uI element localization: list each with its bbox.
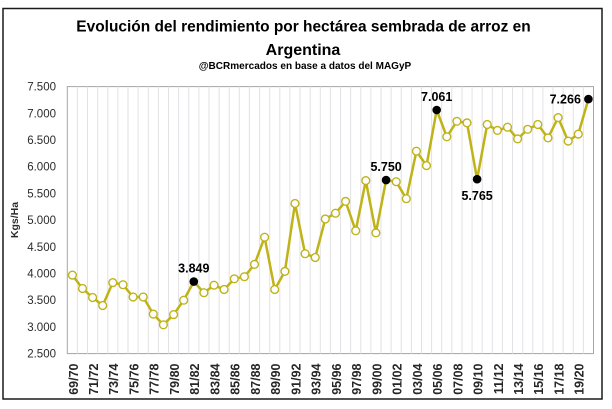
svg-text:5.500: 5.500 — [27, 188, 56, 200]
svg-text:3.000: 3.000 — [27, 322, 56, 334]
svg-text:95/96: 95/96 — [330, 363, 344, 394]
svg-text:81/82: 81/82 — [188, 363, 202, 394]
svg-text:5.000: 5.000 — [27, 215, 56, 227]
svg-text:11/12: 11/12 — [492, 363, 506, 394]
svg-text:Evolución del rendimiento por: Evolución del rendimiento por hectárea s… — [76, 18, 530, 35]
svg-text:01/02: 01/02 — [391, 363, 405, 394]
svg-text:91/92: 91/92 — [289, 363, 303, 394]
svg-text:03/04: 03/04 — [411, 363, 425, 394]
svg-text:99/00: 99/00 — [370, 363, 384, 394]
svg-text:83/84: 83/84 — [208, 363, 222, 394]
svg-text:77/78: 77/78 — [148, 363, 162, 394]
svg-text:Argentina: Argentina — [266, 42, 341, 59]
svg-text:13/14: 13/14 — [512, 363, 526, 394]
svg-text:69/70: 69/70 — [67, 363, 81, 394]
svg-text:4.500: 4.500 — [27, 242, 56, 254]
svg-text:17/18: 17/18 — [553, 363, 567, 394]
svg-text:7.266: 7.266 — [550, 93, 581, 107]
svg-text:5.765: 5.765 — [461, 189, 492, 203]
svg-text:71/72: 71/72 — [87, 363, 101, 394]
svg-text:15/16: 15/16 — [532, 363, 546, 394]
svg-text:79/80: 79/80 — [168, 363, 182, 394]
svg-text:7.000: 7.000 — [27, 108, 56, 120]
svg-text:07/08: 07/08 — [451, 363, 465, 394]
svg-text:Kgs/Ha: Kgs/Ha — [9, 202, 21, 238]
svg-text:97/98: 97/98 — [350, 363, 364, 394]
svg-text:75/76: 75/76 — [128, 363, 142, 394]
svg-text:73/74: 73/74 — [107, 363, 121, 394]
svg-text:09/10: 09/10 — [472, 363, 486, 394]
svg-text:85/86: 85/86 — [229, 363, 243, 394]
svg-text:7.061: 7.061 — [421, 90, 452, 104]
svg-text:3.500: 3.500 — [27, 295, 56, 307]
svg-text:6.500: 6.500 — [27, 135, 56, 147]
svg-text:89/90: 89/90 — [269, 363, 283, 394]
svg-text:5.750: 5.750 — [370, 160, 401, 174]
svg-text:93/94: 93/94 — [310, 363, 324, 394]
svg-text:2.500: 2.500 — [27, 349, 56, 361]
svg-text:4.000: 4.000 — [27, 269, 56, 281]
svg-text:19/20: 19/20 — [573, 363, 587, 394]
svg-text:05/06: 05/06 — [431, 363, 445, 394]
svg-text:3.849: 3.849 — [178, 262, 209, 276]
svg-text:6.000: 6.000 — [27, 162, 56, 174]
svg-text:7.500: 7.500 — [27, 82, 56, 94]
svg-text:@BCRmercados en base a datos d: @BCRmercados en base a datos del MAGyP — [199, 61, 412, 72]
svg-text:87/88: 87/88 — [249, 363, 263, 394]
